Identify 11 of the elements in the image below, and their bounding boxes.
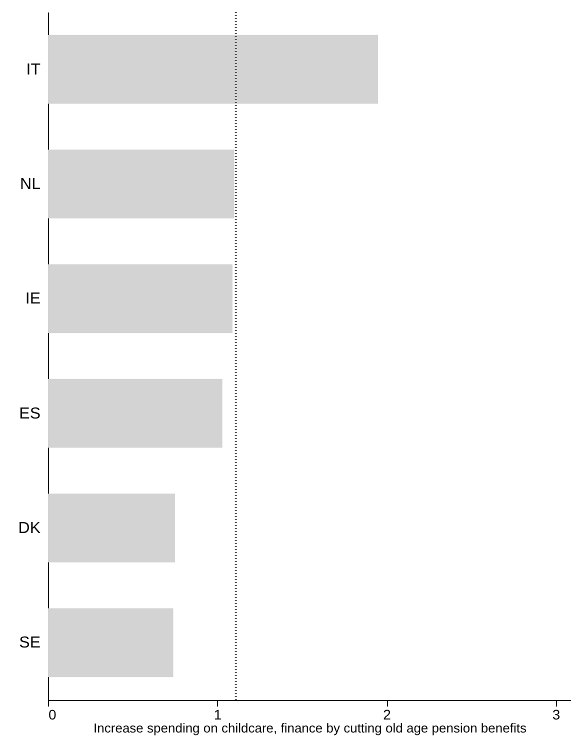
y-tick-label: SE (19, 634, 40, 652)
x-tick-label: 0 (48, 706, 56, 722)
x-axis-title: Increase spending on childcare, finance by cutting old age pension benefits (94, 720, 527, 736)
x-tick-label: 2 (383, 706, 392, 722)
y-tick-label: DK (18, 520, 41, 537)
y-tick-label: NL (20, 176, 41, 193)
x-tick-label: 1 (214, 706, 222, 722)
y-tick-label: IT (26, 61, 41, 78)
x-tick-label: 3 (552, 706, 560, 722)
y-tick-label: IE (25, 290, 40, 308)
y-tick-label: ES (19, 405, 40, 422)
